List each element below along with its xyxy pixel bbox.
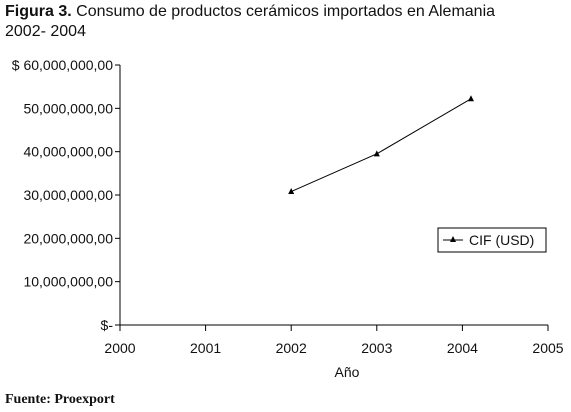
figure-caption: Figura 3. Consumo de productos cerámicos… [5,2,525,42]
x-tick-label: 2001 [190,340,221,356]
y-tick-label: 30,000,000,00 [23,187,113,203]
x-tick-label: 2002 [276,340,307,356]
legend-label: CIF (USD) [469,232,534,248]
legend-marker [450,236,456,242]
source-note: Fuente: Proexport [5,392,115,407]
x-tick-label: 2003 [361,340,392,356]
x-tick-label: 2005 [532,340,563,356]
data-point-marker [373,150,380,157]
y-tick-label: 10,000,000,00 [23,274,113,290]
chart-axes [119,65,548,326]
x-tick-label: 2000 [104,340,135,356]
x-axis-label: Año [335,364,360,380]
y-tick-label: 40,000,000,00 [23,144,113,160]
chart-legend: CIF (USD) [437,227,547,253]
data-point-marker [288,188,295,195]
y-tick-label: $ 60,000,000,00 [12,57,113,73]
x-tick-label: 2004 [447,340,478,356]
x-axis-ticks: 2000 2001 2002 2003 2004 2005 [104,325,564,356]
y-tick-label: 20,000,000,00 [23,230,113,246]
data-point-marker [467,95,474,102]
figure-label: Figura 3. [5,3,72,20]
series-line [290,98,472,192]
y-tick-label: 50,000,000,00 [23,100,113,116]
y-tick-label: $- [101,317,114,333]
chart-series [288,95,474,195]
y-axis-ticks: $- 10,000,000,00 20,000,000,00 30,000,000,0… [12,57,120,333]
figure-caption-text: Consumo de productos cerámicos importado… [5,3,496,40]
